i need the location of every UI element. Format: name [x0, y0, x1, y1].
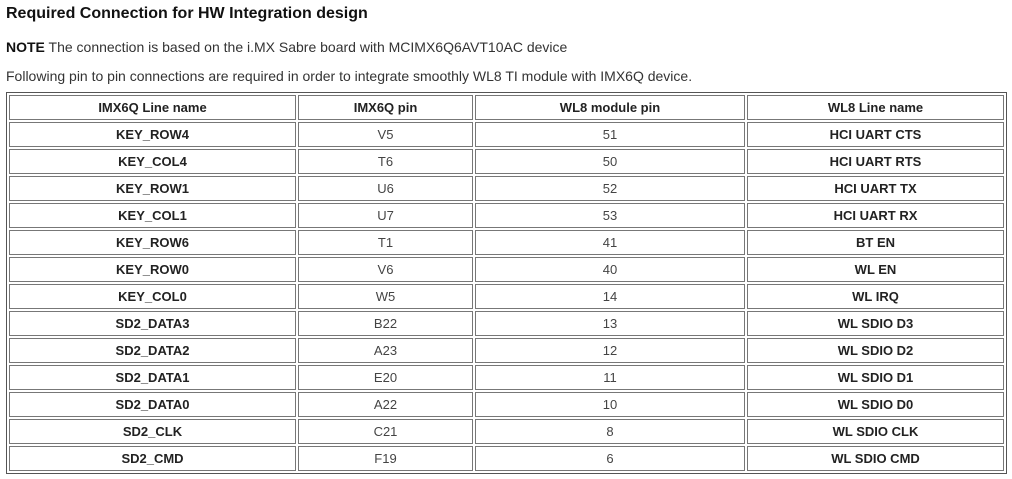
imx6q-line-name-cell: KEY_COL1: [9, 203, 296, 228]
table-row: SD2_DATA1 E20 11 WL SDIO D1: [9, 365, 1004, 390]
wl8-line-name-cell: HCI UART RX: [747, 203, 1004, 228]
wl8-module-pin-cell: 6: [475, 446, 745, 471]
pin-connection-table: IMX6Q Line name IMX6Q pin WL8 module pin…: [6, 92, 1007, 474]
imx6q-line-name-cell: KEY_COL0: [9, 284, 296, 309]
wl8-module-pin-cell: 40: [475, 257, 745, 282]
imx6q-pin-cell: T1: [298, 230, 473, 255]
page-title: Required Connection for HW Integration d…: [6, 5, 368, 22]
wl8-line-name-cell: WL SDIO D0: [747, 392, 1004, 417]
note-text: The connection is based on the i.MX Sabr…: [44, 39, 568, 55]
wl8-module-pin-cell: 11: [475, 365, 745, 390]
note-label: NOTE: [6, 39, 45, 55]
header-wl8-line-name: WL8 Line name: [747, 95, 1004, 120]
table-row: SD2_DATA2 A23 12 WL SDIO D2: [9, 338, 1004, 363]
table-row: KEY_ROW1 U6 52 HCI UART TX: [9, 176, 1004, 201]
table-row: SD2_DATA0 A22 10 WL SDIO D0: [9, 392, 1004, 417]
imx6q-line-name-cell: KEY_ROW0: [9, 257, 296, 282]
table-row: KEY_ROW0 V6 40 WL EN: [9, 257, 1004, 282]
imx6q-pin-cell: V6: [298, 257, 473, 282]
wl8-line-name-cell: WL SDIO D3: [747, 311, 1004, 336]
imx6q-pin-cell: T6: [298, 149, 473, 174]
header-imx6q-line-name: IMX6Q Line name: [9, 95, 296, 120]
wl8-line-name-cell: HCI UART TX: [747, 176, 1004, 201]
imx6q-pin-cell: U6: [298, 176, 473, 201]
imx6q-pin-cell: F19: [298, 446, 473, 471]
table-row: KEY_ROW6 T1 41 BT EN: [9, 230, 1004, 255]
table-row: KEY_COL1 U7 53 HCI UART RX: [9, 203, 1004, 228]
imx6q-pin-cell: B22: [298, 311, 473, 336]
wl8-module-pin-cell: 50: [475, 149, 745, 174]
wl8-line-name-cell: BT EN: [747, 230, 1004, 255]
imx6q-line-name-cell: KEY_COL4: [9, 149, 296, 174]
imx6q-line-name-cell: KEY_ROW1: [9, 176, 296, 201]
table-row: KEY_COL0 W5 14 WL IRQ: [9, 284, 1004, 309]
imx6q-line-name-cell: SD2_DATA3: [9, 311, 296, 336]
imx6q-pin-cell: U7: [298, 203, 473, 228]
wl8-module-pin-cell: 13: [475, 311, 745, 336]
wl8-module-pin-cell: 41: [475, 230, 745, 255]
wl8-line-name-cell: WL SDIO CMD: [747, 446, 1004, 471]
table-row: SD2_CMD F19 6 WL SDIO CMD: [9, 446, 1004, 471]
imx6q-line-name-cell: SD2_DATA2: [9, 338, 296, 363]
imx6q-line-name-cell: SD2_DATA0: [9, 392, 296, 417]
wl8-line-name-cell: WL SDIO D2: [747, 338, 1004, 363]
table-header-row: IMX6Q Line name IMX6Q pin WL8 module pin…: [9, 95, 1004, 120]
wl8-module-pin-cell: 14: [475, 284, 745, 309]
imx6q-pin-cell: C21: [298, 419, 473, 444]
wl8-line-name-cell: HCI UART RTS: [747, 149, 1004, 174]
header-wl8-module-pin: WL8 module pin: [475, 95, 745, 120]
table-row: SD2_DATA3 B22 13 WL SDIO D3: [9, 311, 1004, 336]
imx6q-line-name-cell: SD2_DATA1: [9, 365, 296, 390]
wl8-module-pin-cell: 51: [475, 122, 745, 147]
imx6q-pin-cell: E20: [298, 365, 473, 390]
table-row: SD2_CLK C21 8 WL SDIO CLK: [9, 419, 1004, 444]
note-paragraph: NOTE The connection is based on the i.MX…: [6, 39, 1006, 55]
wl8-module-pin-cell: 12: [475, 338, 745, 363]
imx6q-line-name-cell: SD2_CMD: [9, 446, 296, 471]
imx6q-line-name-cell: KEY_ROW6: [9, 230, 296, 255]
imx6q-pin-cell: A23: [298, 338, 473, 363]
imx6q-pin-cell: V5: [298, 122, 473, 147]
wl8-line-name-cell: HCI UART CTS: [747, 122, 1004, 147]
table-row: KEY_ROW4 V5 51 HCI UART CTS: [9, 122, 1004, 147]
imx6q-pin-cell: A22: [298, 392, 473, 417]
wl8-module-pin-cell: 8: [475, 419, 745, 444]
header-imx6q-pin: IMX6Q pin: [298, 95, 473, 120]
wl8-line-name-cell: WL SDIO D1: [747, 365, 1004, 390]
wl8-line-name-cell: WL IRQ: [747, 284, 1004, 309]
wl8-line-name-cell: WL EN: [747, 257, 1004, 282]
wl8-line-name-cell: WL SDIO CLK: [747, 419, 1004, 444]
imx6q-line-name-cell: KEY_ROW4: [9, 122, 296, 147]
wl8-module-pin-cell: 10: [475, 392, 745, 417]
intro-paragraph: Following pin to pin connections are req…: [6, 68, 693, 84]
imx6q-pin-cell: W5: [298, 284, 473, 309]
wl8-module-pin-cell: 53: [475, 203, 745, 228]
imx6q-line-name-cell: SD2_CLK: [9, 419, 296, 444]
table-row: KEY_COL4 T6 50 HCI UART RTS: [9, 149, 1004, 174]
wl8-module-pin-cell: 52: [475, 176, 745, 201]
